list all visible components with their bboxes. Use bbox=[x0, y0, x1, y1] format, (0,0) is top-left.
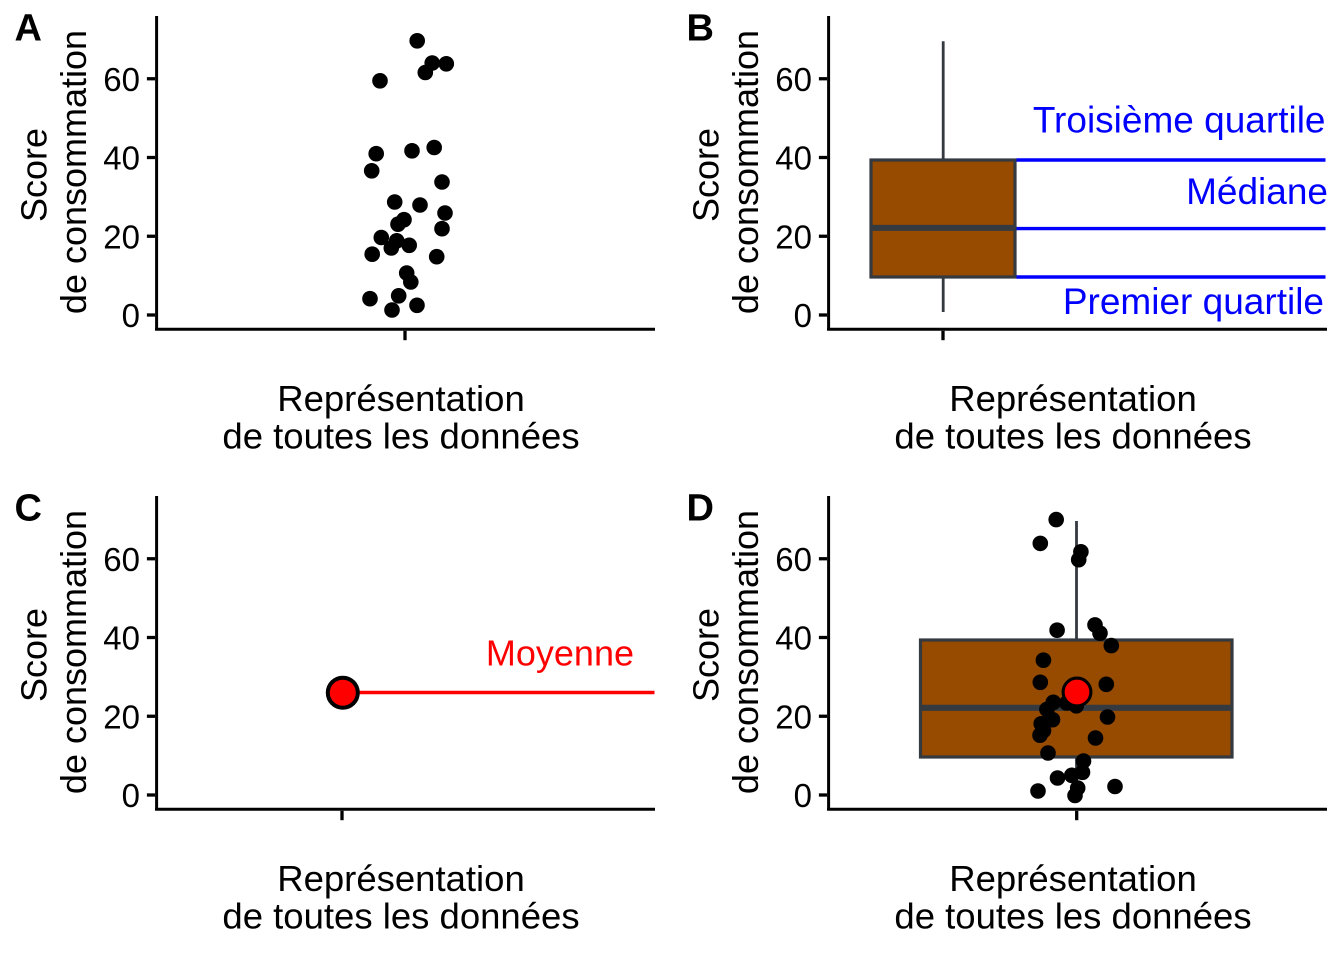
svg-text:20: 20 bbox=[775, 698, 812, 735]
svg-text:de toutes les données: de toutes les données bbox=[222, 416, 579, 457]
svg-text:C: C bbox=[15, 488, 42, 530]
svg-text:40: 40 bbox=[775, 140, 812, 177]
svg-text:de consommation: de consommation bbox=[53, 30, 94, 314]
svg-text:de toutes les données: de toutes les données bbox=[894, 896, 1251, 937]
svg-text:40: 40 bbox=[775, 620, 812, 657]
svg-text:Score: Score bbox=[14, 608, 55, 702]
svg-text:Score: Score bbox=[686, 128, 727, 222]
svg-text:20: 20 bbox=[775, 218, 812, 255]
svg-text:20: 20 bbox=[103, 698, 140, 735]
svg-text:D: D bbox=[687, 488, 714, 530]
svg-text:20: 20 bbox=[103, 218, 140, 255]
svg-text:Représentation: Représentation bbox=[277, 858, 525, 899]
svg-text:A: A bbox=[15, 8, 42, 50]
svg-text:60: 60 bbox=[103, 541, 140, 578]
svg-text:40: 40 bbox=[103, 140, 140, 177]
svg-text:de toutes les données: de toutes les données bbox=[894, 416, 1251, 457]
svg-text:Score: Score bbox=[686, 608, 727, 702]
svg-text:de consommation: de consommation bbox=[53, 510, 94, 794]
svg-text:de toutes les données: de toutes les données bbox=[222, 896, 579, 937]
svg-text:60: 60 bbox=[103, 61, 140, 98]
svg-text:Score: Score bbox=[14, 128, 55, 222]
svg-text:Représentation: Représentation bbox=[277, 378, 525, 419]
svg-text:Premier quartile: Premier quartile bbox=[1063, 281, 1324, 322]
svg-text:60: 60 bbox=[775, 541, 812, 578]
svg-text:0: 0 bbox=[122, 297, 140, 334]
svg-text:0: 0 bbox=[794, 297, 812, 334]
svg-text:Moyenne: Moyenne bbox=[486, 633, 634, 674]
svg-text:de consommation: de consommation bbox=[725, 30, 766, 314]
svg-text:B: B bbox=[687, 8, 714, 50]
svg-text:60: 60 bbox=[775, 61, 812, 98]
svg-text:Représentation: Représentation bbox=[949, 858, 1197, 899]
svg-text:Médiane: Médiane bbox=[1186, 171, 1328, 212]
svg-text:Troisième quartile: Troisième quartile bbox=[1033, 99, 1326, 140]
svg-text:0: 0 bbox=[794, 777, 812, 814]
svg-text:Représentation: Représentation bbox=[949, 378, 1197, 419]
svg-text:de consommation: de consommation bbox=[725, 510, 766, 794]
svg-text:40: 40 bbox=[103, 620, 140, 657]
svg-text:0: 0 bbox=[122, 777, 140, 814]
